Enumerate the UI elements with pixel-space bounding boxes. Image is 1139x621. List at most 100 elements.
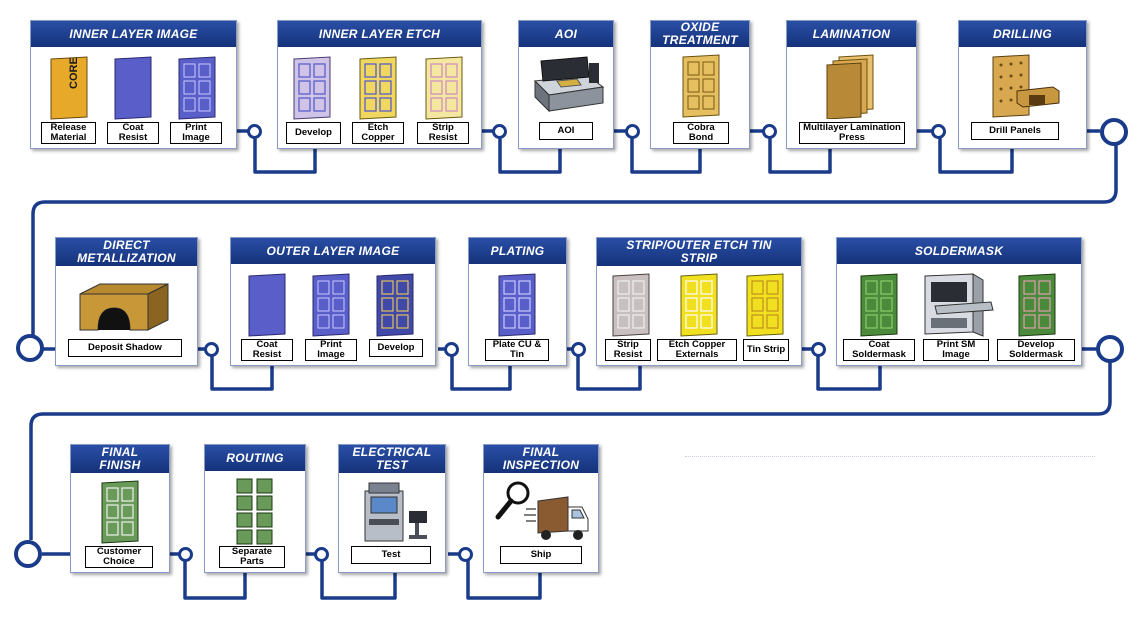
wrap-connector-1 <box>31 145 1118 335</box>
stage-title: INNER LAYER IMAGE <box>31 21 236 47</box>
step-develop: Develop <box>369 339 423 357</box>
step-etch-copper-externals: Etch Copper Externals <box>657 339 737 361</box>
plated-hole-icon <box>79 283 169 331</box>
flow-node <box>314 547 329 562</box>
stage-electrical-test: ELECTRICAL TEST Test <box>338 444 446 573</box>
stage-title: AOI <box>519 21 613 47</box>
stage-title: FINAL INSPECTION <box>484 445 598 473</box>
stage-title: LAMINATION <box>787 21 916 47</box>
flow-node <box>14 540 42 568</box>
step-multilayer-lamination-press: Multilayer Lamination Press <box>799 122 905 144</box>
exposure-unit-icon <box>924 273 994 337</box>
flow-node <box>492 124 507 139</box>
flow-node <box>247 124 262 139</box>
plated-panel-icon <box>498 273 536 337</box>
flow-node <box>811 342 826 357</box>
stage-strip-outer-etch: STRIP/OUTER ETCH TIN STRIP Strip Resist … <box>596 237 802 366</box>
flow-node <box>204 342 219 357</box>
stage-final-inspection: FINAL INSPECTION Ship <box>483 444 599 573</box>
stage-title: DRILLING <box>959 21 1086 47</box>
step-print-image: Print Image <box>305 339 357 361</box>
wrap-connector-2 <box>29 362 1112 540</box>
stage-final-finish: FINAL FINISH Customer Choice <box>70 444 170 573</box>
step-cobra-bond: Cobra Bond <box>673 122 729 144</box>
etched-panel-icon <box>359 56 397 120</box>
step-coat-resist: Coat Resist <box>241 339 293 361</box>
aoi-machine-icon <box>533 56 605 113</box>
drilled-panel-icon <box>992 54 1060 118</box>
step-release-material: Release Material <box>41 122 96 144</box>
etched-panel-icon <box>680 273 718 337</box>
stage-lamination: LAMINATION Multilayer Lamination Press <box>786 20 917 149</box>
stage-outer-layer-image: OUTER LAYER IMAGE Coat Resist Print Imag… <box>230 237 436 366</box>
developed-soldermask-panel-icon <box>1018 273 1056 337</box>
stage-title: OXIDE TREATMENT <box>651 21 749 47</box>
routed-parts-icon <box>236 478 273 545</box>
step-customer-choice: Customer Choice <box>85 546 153 568</box>
stage-title: ELECTRICAL TEST <box>339 445 445 473</box>
resist-panel-icon <box>114 56 152 120</box>
oxide-panel-icon <box>682 54 720 118</box>
decorative-dotted-line <box>685 456 1095 457</box>
stage-title: OUTER LAYER IMAGE <box>231 238 435 264</box>
step-coat-resist: Coat Resist <box>107 122 159 144</box>
step-ship: Ship <box>500 546 582 564</box>
step-deposit-shadow: Deposit Shadow <box>68 339 182 357</box>
stage-soldermask: SOLDERMASK Coat Soldermask Print SM Imag… <box>836 237 1082 366</box>
stage-title: FINAL FINISH <box>71 445 169 473</box>
step-aoi: AOI <box>539 122 593 140</box>
flow-node <box>1096 335 1124 363</box>
step-etch-copper: Etch Copper <box>352 122 404 144</box>
tin-stripped-panel-icon <box>746 273 784 337</box>
test-machine-icon <box>364 482 427 542</box>
stage-title: PLATING <box>469 238 566 264</box>
step-strip-resist: Strip Resist <box>417 122 469 144</box>
step-drill-panels: Drill Panels <box>971 122 1059 140</box>
stripped-panel-icon <box>425 56 463 120</box>
developed-panel-icon <box>293 56 331 120</box>
stage-title: ROUTING <box>205 445 305 471</box>
imaged-panel-icon <box>178 56 216 120</box>
step-test: Test <box>351 546 431 564</box>
step-separate-parts: Separate Parts <box>219 546 285 568</box>
stage-inner-layer-etch: INNER LAYER ETCH Develop Etch Copper Str… <box>277 20 482 149</box>
stage-plating: PLATING Plate CU & Tin <box>468 237 567 366</box>
step-print-sm-image: Print SM Image <box>923 339 989 361</box>
flow-node <box>444 342 459 357</box>
soldermask-panel-icon <box>860 273 898 337</box>
flow-node <box>458 547 473 562</box>
flow-node <box>931 124 946 139</box>
flow-node <box>1100 118 1128 146</box>
step-strip-resist: Strip Resist <box>605 339 651 361</box>
stage-title: STRIP/OUTER ETCH TIN STRIP <box>597 238 801 266</box>
stage-inner-layer-image: INNER LAYER IMAGE CORE Release Material … <box>30 20 237 149</box>
step-develop: Develop <box>286 122 341 144</box>
flow-node <box>16 334 44 362</box>
core-panel-icon: CORE <box>50 56 88 120</box>
stage-title: SOLDERMASK <box>837 238 1081 264</box>
resist-panel-icon <box>248 273 286 337</box>
flow-node <box>762 124 777 139</box>
svg-text:CORE: CORE <box>68 57 80 89</box>
magnifier-icon <box>495 481 530 520</box>
step-develop-soldermask: Develop Soldermask <box>997 339 1075 361</box>
stage-title: INNER LAYER ETCH <box>278 21 481 47</box>
stage-routing: ROUTING Separate Parts <box>204 444 306 573</box>
laminated-stack-icon <box>826 54 874 119</box>
stage-aoi: AOI AOI <box>518 20 614 149</box>
step-tin-strip: Tin Strip <box>743 339 789 361</box>
imaged-panel-icon <box>312 273 350 337</box>
stage-title: DIRECT METALLIZATION <box>56 238 197 266</box>
finished-panel-icon <box>101 480 139 544</box>
step-print-image: Print Image <box>170 122 222 144</box>
delivery-truck-icon <box>524 496 589 540</box>
flow-node <box>178 547 193 562</box>
flow-node <box>571 342 586 357</box>
flow-node <box>625 124 640 139</box>
step-plate-cu-tin: Plate CU & Tin <box>485 339 549 361</box>
developed-panel-icon <box>376 273 414 337</box>
stage-direct-metallization: DIRECT METALLIZATION Deposit Shadow <box>55 237 198 366</box>
stage-drilling: DRILLING Drill Panels <box>958 20 1087 149</box>
stage-oxide-treatment: OXIDE TREATMENT Cobra Bond <box>650 20 750 149</box>
step-coat-soldermask: Coat Soldermask <box>843 339 915 361</box>
